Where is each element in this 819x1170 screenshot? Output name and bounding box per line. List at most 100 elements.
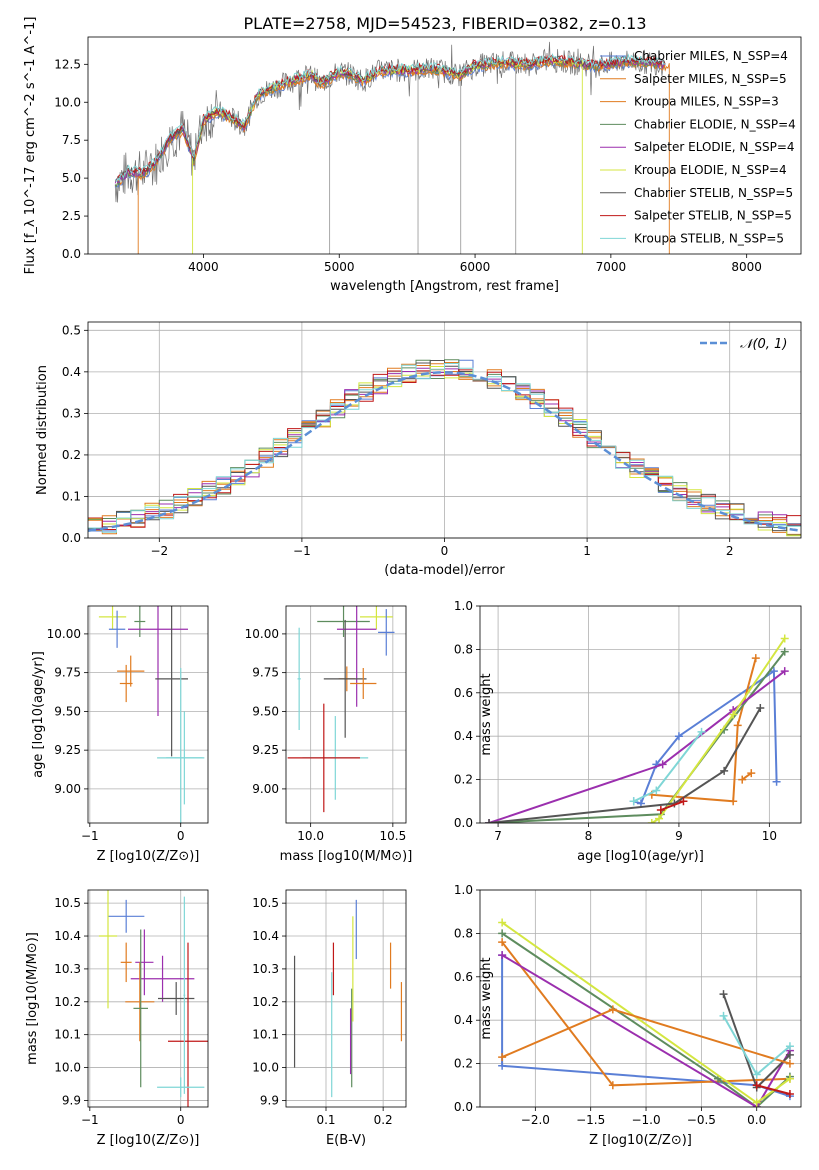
x-tick-label: 6000 xyxy=(460,260,491,274)
point-marker xyxy=(729,797,738,806)
point-marker xyxy=(656,805,665,814)
x-tick-label: 10.0 xyxy=(297,829,324,843)
y-tick-label: 10.3 xyxy=(252,962,279,976)
x-axis-label: wavelength [Angstrom, rest frame] xyxy=(330,279,559,294)
axes-frame xyxy=(87,605,209,824)
legend-label: Chabrier MILES, N_SSP=4 xyxy=(634,49,788,63)
x-tick-label: −1 xyxy=(81,829,99,843)
x-tick-label: 0.2 xyxy=(374,1113,393,1127)
point-marker xyxy=(752,1070,761,1079)
point-marker xyxy=(674,732,683,741)
y-tick-label: 9.00 xyxy=(54,782,81,796)
x-axis-label: age [log10(age/yr)] xyxy=(577,849,704,864)
axes-frame xyxy=(87,36,802,255)
point-marker xyxy=(772,777,781,786)
model-curve-salpeter-miles xyxy=(137,56,670,254)
point-marker xyxy=(752,1081,761,1090)
y-tick-label: 0.3 xyxy=(62,406,81,420)
point-marker xyxy=(785,1042,794,1051)
y-tick-label: 9.00 xyxy=(252,782,279,796)
plot-area-weight_vs_Z xyxy=(498,918,794,1107)
x-tick-label: −1 xyxy=(81,1113,99,1127)
point-marker xyxy=(629,797,638,806)
weight-line-chabrier-elodie xyxy=(488,650,786,823)
point-marker xyxy=(769,667,778,676)
weight-line-salpeter-stelib xyxy=(660,800,684,811)
point-marker xyxy=(679,797,688,806)
x-axis-label: Z [log10(Z/Z⊙)] xyxy=(97,849,200,864)
y-tick-label: 9.25 xyxy=(252,743,279,757)
point-marker xyxy=(498,951,507,960)
axes-frame xyxy=(87,321,802,539)
y-tick-label: 1.0 xyxy=(454,599,473,613)
point-marker xyxy=(647,819,656,823)
point-marker xyxy=(747,769,756,778)
legend-label: Salpeter MILES, N_SSP=5 xyxy=(634,72,787,86)
point-marker xyxy=(785,1050,794,1059)
point-marker xyxy=(752,1098,761,1107)
y-tick-label: 9.75 xyxy=(252,666,279,680)
histogram-kroupa-stelib xyxy=(88,363,801,533)
y-tick-label: 0.6 xyxy=(454,970,473,984)
x-tick-label: −1.0 xyxy=(631,1113,660,1127)
point-marker xyxy=(498,929,507,938)
y-tick-label: 10.1 xyxy=(54,1028,81,1042)
figure-title: PLATE=2758, MJD=54523, FIBERID=0382, z=0… xyxy=(243,14,646,33)
point-marker xyxy=(785,1074,794,1083)
y-tick-label: 0.2 xyxy=(454,773,473,787)
y-tick-label: 10.2 xyxy=(54,995,81,1009)
point-marker xyxy=(498,938,507,947)
y-axis-label: age [log10(age/yr)] xyxy=(31,651,46,778)
y-tick-label: 10.0 xyxy=(54,1061,81,1075)
chart-mass_vs_EBV: 0.1 0.2 9.9 10.0 10.1 10.2 10.3 10.4 10.5 E(B-V) xyxy=(252,889,407,1148)
weight-line-kroupa-miles xyxy=(741,772,752,781)
point-marker xyxy=(697,727,706,736)
y-tick-label: 0.2 xyxy=(454,1057,473,1071)
y-tick-label: 9.75 xyxy=(54,666,81,680)
x-tick-label: 7000 xyxy=(596,260,627,274)
legend-label: Salpeter STELIB, N_SSP=5 xyxy=(634,209,792,223)
x-tick-label: 5000 xyxy=(324,260,355,274)
legend-label: Kroupa MILES, N_SSP=3 xyxy=(634,95,779,109)
y-tick-label: 10.00 xyxy=(47,627,81,641)
x-tick-label: 8000 xyxy=(731,260,762,274)
legend-label: Kroupa ELODIE, N_SSP=4 xyxy=(634,163,787,177)
x-tick-label: −2 xyxy=(150,544,168,558)
x-axis-label: Z [log10(Z/Z⊙)] xyxy=(589,1133,692,1148)
y-tick-label: 0.1 xyxy=(62,489,81,503)
plot-area-mass_vs_EBV xyxy=(293,899,403,1098)
point-marker xyxy=(498,1053,507,1062)
y-tick-label: 1.0 xyxy=(454,883,473,897)
chart-age_vs_Z: −1 0 9.00 9.25 9.50 9.75 10.00 Z [log10(Z/Z⊙)] a… xyxy=(31,605,209,864)
model-curve-salpeter-stelib xyxy=(114,53,666,182)
plot-area-residuals xyxy=(88,359,801,537)
chart-weight_vs_Z: −2.0 −1.5 −1.0 −0.5 0.0 0.0 0.2 0.4 0.6 0.8 1.0 Z [… xyxy=(454,883,802,1148)
x-tick-label: 0 xyxy=(177,829,185,843)
legend-label: Chabrier ELODIE, N_SSP=4 xyxy=(634,117,796,131)
y-tick-label: 12.5 xyxy=(54,57,81,71)
chart-mass_vs_Z: −1 0 9.9 10.0 10.1 10.2 10.3 10.4 10.5 Z [log10(Z… xyxy=(25,889,209,1148)
plot-area-spectrum xyxy=(114,41,670,254)
x-tick-label: 0 xyxy=(177,1113,185,1127)
weight-line-salpeter-miles xyxy=(651,657,757,803)
y-tick-label: 0.8 xyxy=(454,642,473,656)
axes-frame xyxy=(285,605,407,824)
y-tick-label: 10.2 xyxy=(252,995,279,1009)
point-marker xyxy=(785,1089,794,1098)
y-tick-label: 0.0 xyxy=(454,816,473,830)
y-axis-label: mass [log10(M/M⊙)] xyxy=(25,932,40,1065)
y-tick-label: 10.5 xyxy=(252,896,279,910)
y-tick-label: 0.4 xyxy=(62,365,81,379)
model-curve-kroupa-elodie xyxy=(192,56,583,254)
point-marker xyxy=(719,990,728,999)
x-tick-label: 10 xyxy=(762,829,777,843)
weight-line-chabrier-stelib xyxy=(488,707,762,823)
y-tick-label: 0.2 xyxy=(62,448,81,462)
weight-line-salpeter-elodie xyxy=(501,954,791,1107)
x-tick-label: 0.1 xyxy=(316,1113,335,1127)
weight-line-kroupa-elodie xyxy=(651,637,786,823)
y-tick-label: 10.1 xyxy=(252,1028,279,1042)
point-marker xyxy=(719,1011,728,1020)
y-tick-label: 10.0 xyxy=(252,1061,279,1075)
